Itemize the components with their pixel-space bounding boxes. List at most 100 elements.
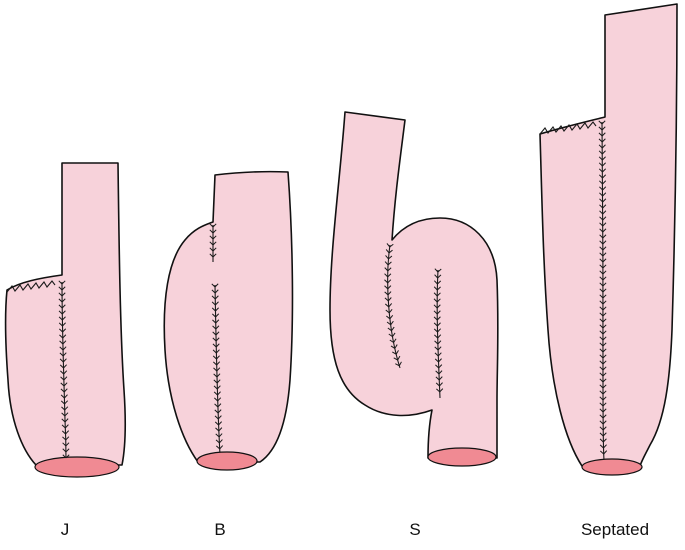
- suture-stitch: [64, 400, 69, 405]
- suture-stitch: [213, 391, 218, 396]
- suture-stitch: [599, 402, 604, 407]
- suture-stitch: [62, 334, 67, 339]
- suture-stitch: [62, 454, 67, 459]
- suture-stitch: [214, 295, 219, 300]
- suture-stitch: [602, 402, 607, 407]
- suture-stitch: [392, 351, 397, 355]
- suture-stitch: [215, 337, 220, 342]
- suture-stitch: [599, 180, 603, 185]
- suture-stitch: [434, 334, 439, 339]
- suture-stitch: [397, 355, 401, 361]
- suture-stitch: [602, 264, 607, 269]
- suture-stitch: [599, 228, 604, 233]
- suture-stitch: [384, 291, 389, 296]
- suture-stitch: [65, 436, 70, 441]
- suture-stitch: [435, 382, 440, 387]
- septated-pouch-outlet: [581, 458, 643, 476]
- suture-stitch: [215, 313, 220, 318]
- s-pouch-left-suture: [387, 244, 401, 369]
- suture-stitch: [437, 280, 442, 285]
- suture-stitch: [602, 270, 607, 275]
- suture-stitch: [62, 346, 67, 351]
- suture-stitch: [433, 292, 438, 297]
- suture-stitch: [61, 418, 66, 423]
- suture-stitch: [602, 222, 607, 227]
- suture-stitch: [599, 186, 603, 191]
- suture-stitch: [434, 352, 439, 357]
- suture-stitch: [433, 316, 438, 321]
- suture-stitch: [599, 318, 604, 323]
- suture-stitch: [61, 310, 66, 315]
- suture-stitch: [394, 344, 398, 349]
- suture-stitch: [209, 241, 214, 246]
- b-pouch-label: B: [214, 520, 226, 539]
- b-pouch-outlet: [196, 451, 258, 471]
- suture-stitch: [387, 273, 392, 278]
- suture-stitch: [598, 150, 603, 155]
- suture-stitch: [58, 292, 63, 297]
- suture-stitch: [59, 358, 64, 363]
- suture-stitch: [598, 168, 603, 173]
- suture-stitch: [602, 408, 607, 413]
- suture-stitch: [215, 433, 220, 438]
- suture-stitch: [602, 258, 607, 263]
- suture-stitch: [209, 247, 214, 252]
- suture-stitch: [384, 303, 390, 308]
- suture-stitch: [599, 252, 604, 257]
- suture-stitch: [217, 403, 222, 408]
- suture-stitch: [217, 397, 222, 402]
- suture-stitch: [214, 397, 219, 402]
- suture-stitch: [387, 291, 392, 296]
- suture-stitch: [214, 289, 219, 294]
- suture-stitch: [214, 409, 219, 414]
- suture-stitch: [61, 292, 66, 297]
- suture-stitch: [602, 324, 607, 329]
- suture-stitch: [599, 450, 605, 455]
- suture-stitch: [395, 363, 400, 367]
- suture-stitch: [65, 442, 70, 447]
- suture-stitch: [602, 396, 607, 401]
- suture-stitch: [386, 243, 391, 248]
- septated-pouch-label: Septated: [580, 520, 650, 539]
- s-pouch-label: S: [409, 520, 421, 539]
- suture-stitch: [436, 310, 441, 315]
- suture-stitch: [58, 280, 63, 285]
- suture-stitch: [61, 406, 66, 411]
- septated-pouch-staple-line: [539, 121, 597, 135]
- suture-stitch: [388, 249, 393, 254]
- suture-stitch: [62, 352, 67, 357]
- suture-stitch: [599, 420, 604, 425]
- suture-stitch: [602, 318, 607, 323]
- suture-stitch: [63, 388, 68, 393]
- suture-stitch: [60, 376, 65, 381]
- suture-stitch: [64, 424, 69, 429]
- suture-stitch: [213, 379, 218, 384]
- suture-stitch: [387, 285, 392, 290]
- suture-stitch: [598, 174, 603, 179]
- suture-stitch: [602, 312, 607, 317]
- suture-stitch: [215, 319, 220, 324]
- suture-stitch: [217, 409, 222, 414]
- suture-stitch: [599, 390, 604, 395]
- suture-stitches: [58, 120, 608, 459]
- suture-stitch: [59, 340, 64, 345]
- suture-stitch: [599, 306, 604, 311]
- suture-stitch: [599, 396, 604, 401]
- suture-stitch: [58, 298, 63, 303]
- suture-stitch: [599, 288, 604, 293]
- suture-stitch: [216, 379, 221, 384]
- suture-stitch: [215, 307, 219, 312]
- suture-stitch: [602, 168, 607, 173]
- suture-stitch: [602, 378, 607, 383]
- suture-stitch: [215, 349, 220, 354]
- suture-stitch: [599, 348, 604, 353]
- suture-stitch: [216, 355, 220, 360]
- suture-stitch: [395, 350, 399, 355]
- suture-stitch: [216, 367, 221, 372]
- suture-stitch: [389, 243, 394, 248]
- suture-stitch: [388, 303, 393, 308]
- suture-stitch: [603, 450, 608, 455]
- s-pouch-outlet: [427, 447, 497, 467]
- suture-stitch: [59, 364, 64, 369]
- suture-stitch: [599, 432, 604, 437]
